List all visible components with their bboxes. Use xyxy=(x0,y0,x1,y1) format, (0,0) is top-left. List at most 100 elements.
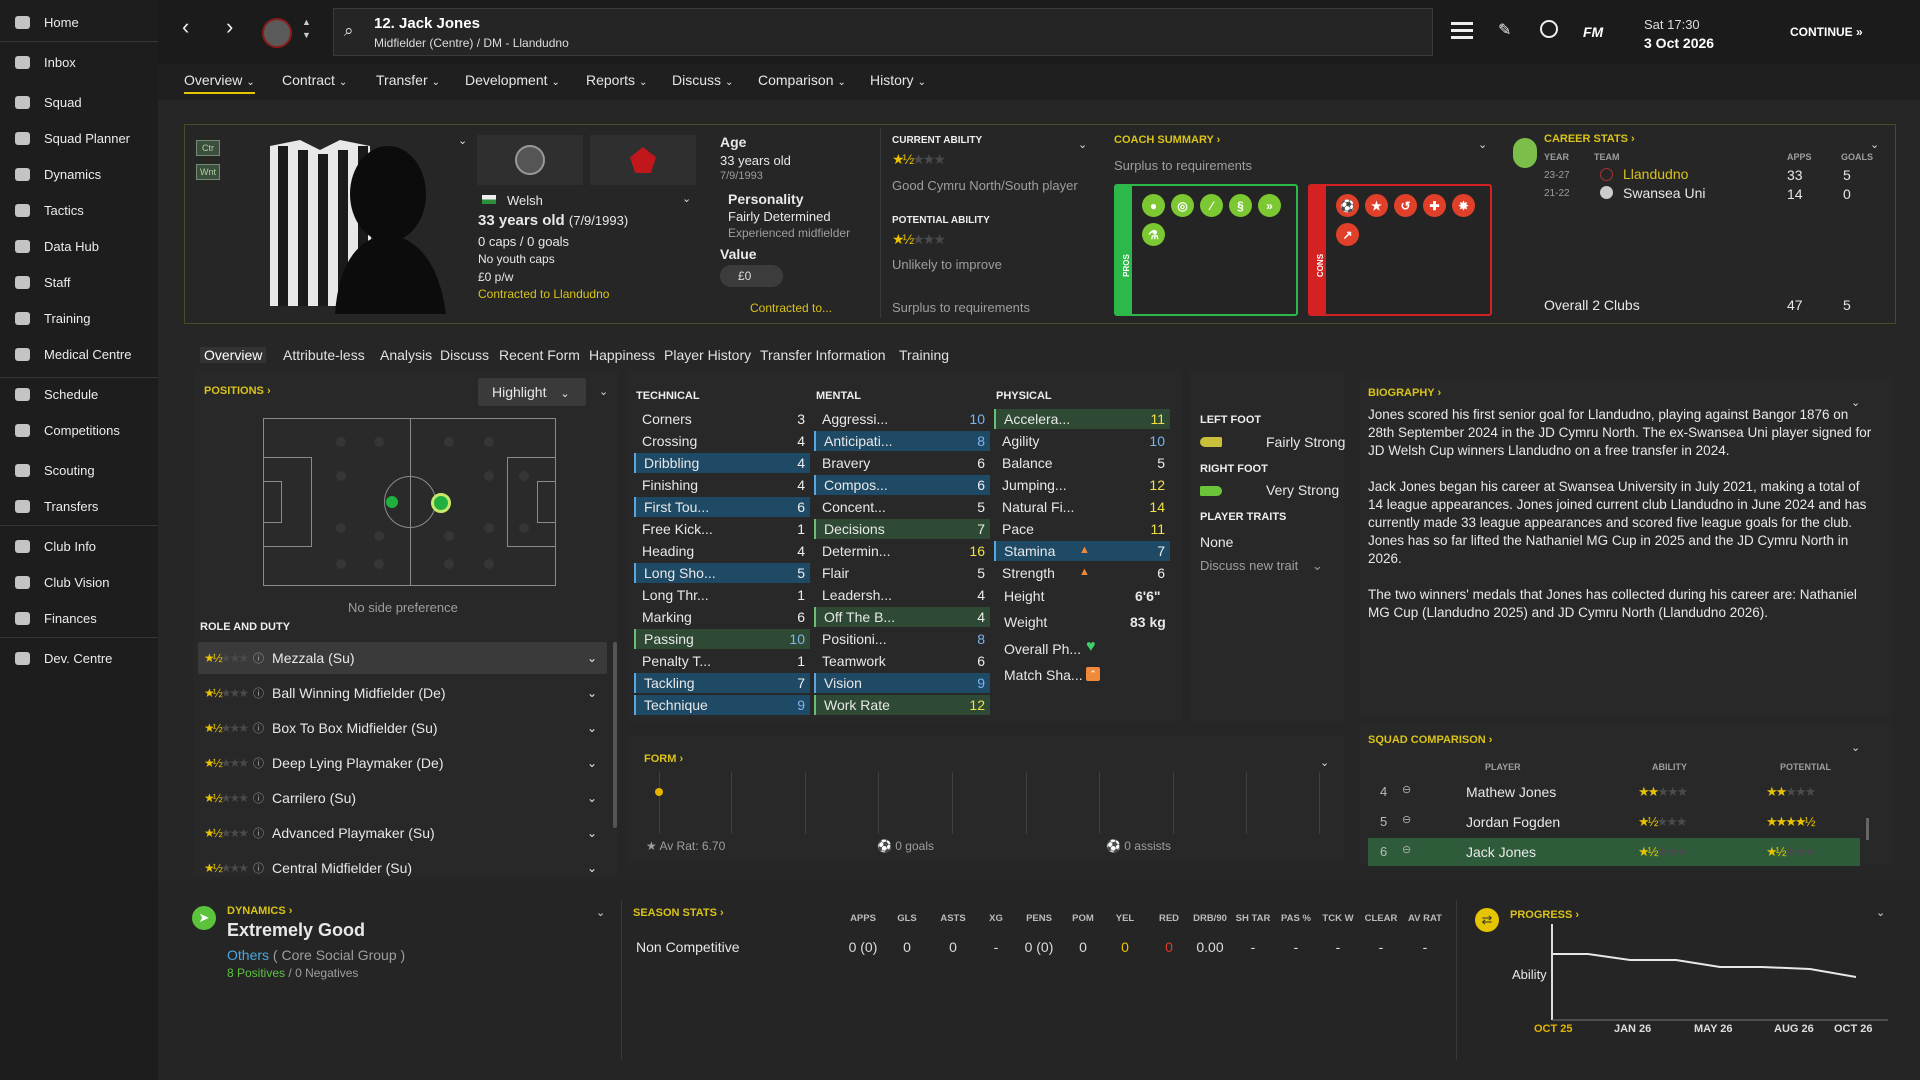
attr-agility[interactable]: Agility 10 xyxy=(994,431,1170,451)
sidebar-item-scouting[interactable]: Scouting xyxy=(0,455,158,485)
attr-marking[interactable]: Marking 6 xyxy=(634,607,810,627)
position-slot[interactable] xyxy=(484,471,494,481)
attr-heading[interactable]: Heading 4 xyxy=(634,541,810,561)
con-trait-icon[interactable]: ★ xyxy=(1365,194,1388,217)
tab-analysis[interactable]: Analysis xyxy=(380,347,433,363)
player-search-box[interactable]: ⌕ xyxy=(333,8,1433,56)
natural-position-marker[interactable] xyxy=(431,493,451,513)
squad-player-name[interactable]: Jack Jones xyxy=(1466,844,1537,860)
discuss-trait-dropdown[interactable]: Discuss new trait ⌄ xyxy=(1200,558,1323,574)
attr-crossing[interactable]: Crossing 4 xyxy=(634,431,810,451)
attr-determin-[interactable]: Determin... 16 xyxy=(814,541,990,561)
secondary-position-marker[interactable] xyxy=(386,496,398,508)
nation-dropdown-icon[interactable]: ⌄ xyxy=(682,193,692,205)
attr-off-the-b-[interactable]: Off The B... 4 xyxy=(814,607,990,627)
position-slot[interactable] xyxy=(374,437,384,447)
attr-vision[interactable]: Vision 9 xyxy=(814,673,990,693)
attr-tackling[interactable]: Tackling 7 xyxy=(634,673,810,693)
position-slot[interactable] xyxy=(484,437,494,447)
contracted-link[interactable]: Contracted to Llandudno xyxy=(478,287,610,301)
coach-dropdown-icon[interactable]: ⌄ xyxy=(1478,139,1488,151)
dynamics-dropdown-icon[interactable]: ⌄ xyxy=(596,907,606,919)
tab-contract[interactable]: Contract ⌄ xyxy=(282,72,347,88)
tab-reports[interactable]: Reports ⌄ xyxy=(586,72,647,88)
pro-trait-icon[interactable]: ◎ xyxy=(1171,194,1194,217)
bio-dropdown-icon[interactable]: ⌄ xyxy=(1851,397,1861,409)
edit-icon[interactable]: ✎ xyxy=(1498,22,1512,39)
attr-first-tou-[interactable]: First Tou... 6 xyxy=(634,497,810,517)
attr-jumping-[interactable]: Jumping... 12 xyxy=(994,475,1170,495)
sidebar-item-squad-planner[interactable]: Squad Planner xyxy=(0,123,158,153)
position-slot[interactable] xyxy=(336,471,346,481)
form-link[interactable]: FORM › xyxy=(644,753,684,765)
attr-work-rate[interactable]: Work Rate 12 xyxy=(814,695,990,715)
info-icon[interactable]: ⓘ xyxy=(253,863,265,875)
sidebar-item-transfers[interactable]: Transfers xyxy=(0,491,158,521)
tab-attribute-less[interactable]: Attribute-less xyxy=(283,347,365,363)
attr-anticipati-[interactable]: Anticipati... 8 xyxy=(814,431,990,451)
attr-bravery[interactable]: Bravery 6 xyxy=(814,453,990,473)
sidebar-item-training[interactable]: Training xyxy=(0,303,158,333)
highlight-dropdown[interactable]: Highlight ⌄ xyxy=(478,378,586,406)
position-slot[interactable] xyxy=(444,559,454,569)
squad-row[interactable]: 4 ⊖ Mathew Jones ★★★★★ ★★★★★ xyxy=(1368,778,1860,806)
attr-balance[interactable]: Balance 5 xyxy=(994,453,1170,473)
pro-trait-icon[interactable]: ⚗ xyxy=(1142,223,1165,246)
squad-player-name[interactable]: Mathew Jones xyxy=(1466,784,1557,800)
position-slot[interactable] xyxy=(519,471,529,481)
sidebar-item-squad[interactable]: Squad xyxy=(0,87,158,117)
forward-icon[interactable]: › xyxy=(226,14,234,39)
attr-dribbling[interactable]: Dribbling 4 xyxy=(634,453,810,473)
form-dropdown-icon[interactable]: ⌄ xyxy=(1320,757,1330,769)
sidebar-item-club-info[interactable]: Club Info xyxy=(0,531,158,561)
social-group-link[interactable]: Others xyxy=(227,947,270,963)
fm-logo[interactable]: FM xyxy=(1583,24,1604,40)
ability-dropdown-icon[interactable]: ⌄ xyxy=(1078,139,1088,151)
chevron-down-icon[interactable]: ⌄ xyxy=(586,791,597,805)
sidebar-item-medical-centre[interactable]: Medical Centre xyxy=(0,339,158,369)
con-trait-icon[interactable]: ✚ xyxy=(1423,194,1446,217)
tab-discuss[interactable]: Discuss ⌄ xyxy=(672,72,733,88)
attr-corners[interactable]: Corners 3 xyxy=(634,409,810,429)
chevron-down-icon[interactable]: ⌄ xyxy=(586,686,597,700)
attr-free-kick-[interactable]: Free Kick... 1 xyxy=(634,519,810,539)
info-icon[interactable]: ⓘ xyxy=(253,688,265,700)
role-row[interactable]: ★½★★★ ⓘ Advanced Playmaker (Su) ⌄ xyxy=(198,817,607,849)
attr-penalty-t-[interactable]: Penalty T... 1 xyxy=(634,651,810,671)
position-slot[interactable] xyxy=(484,559,494,569)
attr-teamwork[interactable]: Teamwork 6 xyxy=(814,651,990,671)
attr-leadersh-[interactable]: Leadersh... 4 xyxy=(814,585,990,605)
attr-pace[interactable]: Pace 11 xyxy=(994,519,1170,539)
kit-dropdown-icon[interactable]: ⌄ xyxy=(458,135,468,147)
chevron-down-icon[interactable]: ⌄ xyxy=(586,756,597,770)
sidebar-item-competitions[interactable]: Competitions xyxy=(0,415,158,445)
globe-icon[interactable] xyxy=(1540,20,1558,38)
tab-overview[interactable]: Overview xyxy=(200,347,267,363)
info-icon[interactable]: ⓘ xyxy=(253,758,265,770)
attr-compos-[interactable]: Compos... 6 xyxy=(814,475,990,495)
attr-positioni-[interactable]: Positioni... 8 xyxy=(814,629,990,649)
role-row[interactable]: ★½★★★ ⓘ Mezzala (Su) ⌄ xyxy=(198,642,607,674)
attr-accelera-[interactable]: Accelera... 11 xyxy=(994,409,1170,429)
info-icon[interactable]: ⓘ xyxy=(253,653,265,665)
attr-finishing[interactable]: Finishing 4 xyxy=(634,475,810,495)
club-switch-icon[interactable]: ▲ ▼ xyxy=(302,17,311,40)
squad-dropdown-icon[interactable]: ⌄ xyxy=(1851,742,1861,754)
positions-link[interactable]: POSITIONS › xyxy=(204,385,271,397)
career-stats-link[interactable]: CAREER STATS › xyxy=(1544,133,1635,145)
tab-development[interactable]: Development ⌄ xyxy=(465,72,560,88)
positions-dropdown-icon[interactable]: ⌄ xyxy=(599,386,609,398)
position-slot[interactable] xyxy=(336,559,346,569)
date-label[interactable]: 3 Oct 2026 xyxy=(1644,35,1715,51)
sidebar-item-finances[interactable]: Finances xyxy=(0,603,158,633)
club-crest-icon[interactable] xyxy=(262,18,292,48)
role-row[interactable]: ★½★★★ ⓘ Carrilero (Su) ⌄ xyxy=(198,782,607,814)
sidebar-item-home[interactable]: Home xyxy=(0,7,158,37)
con-trait-icon[interactable]: ↗ xyxy=(1336,223,1359,246)
contracted-to-link[interactable]: Contracted to... xyxy=(750,301,833,315)
squad-player-name[interactable]: Jordan Fogden xyxy=(1466,814,1561,830)
attr-stamina[interactable]: Stamina 7 xyxy=(994,541,1170,561)
form-data-point[interactable] xyxy=(655,788,663,796)
sidebar-item-staff[interactable]: Staff xyxy=(0,267,158,297)
dynamics-link[interactable]: DYNAMICS › xyxy=(227,905,293,917)
